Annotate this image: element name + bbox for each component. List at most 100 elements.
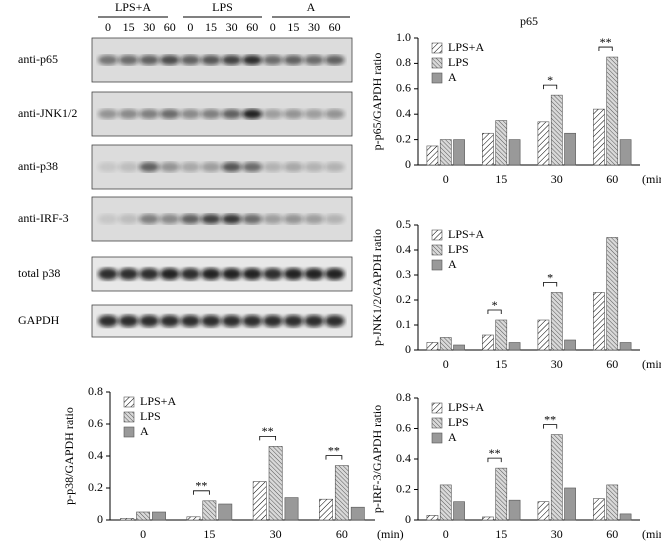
x-tick-label: 15 [495, 357, 507, 371]
lane-label: 0 [105, 20, 111, 34]
row-label: anti-IRF-3 [18, 211, 69, 225]
y-tick-label: 0 [405, 512, 411, 526]
bar [453, 344, 465, 351]
bar [564, 132, 576, 166]
bar-hatch [593, 109, 605, 165]
bar-hatch [440, 337, 452, 350]
significance-label: ** [489, 446, 501, 460]
bar-group [268, 446, 283, 521]
blot-band [283, 315, 304, 327]
x-tick-label: 30 [551, 357, 563, 371]
bar-hatch [606, 237, 618, 350]
significance-bracket [487, 457, 502, 463]
blot-band [159, 268, 180, 280]
blot-band [242, 162, 263, 172]
y-tick-label: 0.2 [396, 481, 411, 495]
blot-band [98, 268, 118, 280]
x-tick-label: 30 [551, 172, 563, 186]
legend-hatch [432, 403, 442, 413]
blot-band [262, 214, 283, 224]
y-tick-label: 0.8 [88, 384, 103, 398]
bar-hatch [202, 500, 216, 520]
blot-band [180, 162, 201, 172]
x-tick-label: 0 [443, 172, 449, 186]
bar-group [564, 339, 576, 351]
bar-group [564, 487, 576, 521]
y-tick-label: 0.2 [396, 131, 411, 145]
x-tick-label: 15 [495, 527, 507, 541]
y-tick-label: 0.6 [396, 420, 411, 434]
legend-label: A [448, 430, 457, 444]
blot-band [221, 162, 242, 172]
lane-label: 30 [143, 20, 155, 34]
bar-group [202, 500, 217, 521]
bar-hatch [495, 468, 507, 520]
bar-hatch [537, 121, 549, 165]
bar-group [537, 501, 550, 521]
bar-group [606, 237, 619, 351]
lane-label: 0 [187, 20, 193, 34]
blot-band [221, 214, 242, 224]
bar-hatch [186, 516, 201, 520]
legend-label: A [140, 424, 149, 438]
significance-bracket [487, 309, 502, 314]
blot-band [98, 162, 118, 172]
x-tick-label: 60 [606, 172, 618, 186]
blot-band [242, 315, 263, 327]
chart-title: p65 [520, 14, 538, 28]
bar-group [319, 498, 333, 521]
bar-group [350, 506, 365, 521]
significance-label: ** [600, 35, 612, 49]
bar-group [439, 337, 452, 351]
blot-band [242, 55, 263, 65]
lane-label: 60 [246, 20, 258, 34]
bar-group [508, 499, 521, 521]
blot-band [262, 55, 283, 65]
y-axis-label: p-JNK1/2/GAPDH ratio [370, 229, 384, 346]
legend-hatch [432, 245, 442, 255]
blot-band [201, 162, 221, 172]
blot-band [159, 315, 180, 327]
bar-group [508, 342, 521, 351]
lane-label: 15 [205, 20, 217, 34]
bar [619, 513, 632, 521]
blot-band [304, 268, 324, 280]
bar-group [564, 132, 576, 166]
legend-swatch [431, 432, 443, 444]
x-tick-label: 30 [270, 527, 282, 541]
blot-band [283, 55, 304, 65]
significance-bracket [543, 84, 558, 90]
bar-group [284, 497, 299, 521]
bar-hatch [426, 145, 438, 165]
lane-label: 60 [329, 20, 341, 34]
blot-band [304, 55, 324, 65]
lane-label: 30 [226, 20, 238, 34]
row-label: GAPDH [18, 313, 60, 327]
legend-label: LPS+A [448, 400, 484, 414]
x-tick-label: 15 [495, 172, 507, 186]
blot-band [242, 268, 263, 280]
bar-group [152, 511, 166, 521]
legend-label: LPS [448, 55, 469, 69]
y-tick-label: 0 [405, 157, 411, 171]
bar-group [550, 434, 563, 521]
bar [508, 342, 521, 351]
blot-band [118, 315, 139, 327]
bar-group [593, 108, 605, 166]
bar-hatch [593, 498, 605, 520]
bar-group [619, 513, 632, 521]
blot-band [324, 55, 345, 65]
blot-band [180, 109, 201, 119]
bar-hatch [551, 292, 563, 350]
bar-group [453, 139, 465, 166]
legend-label: A [448, 70, 457, 84]
bar-group [508, 139, 521, 166]
significance-label: * [492, 298, 498, 312]
bar-group [252, 481, 267, 521]
blot-band [98, 315, 118, 327]
y-tick-label: 0.1 [396, 317, 411, 331]
blot-band [118, 214, 139, 224]
bar-hatch [606, 57, 618, 165]
y-axis-label: p-p38/GAPDH ratio [62, 407, 76, 505]
y-tick-label: 0.8 [396, 390, 411, 404]
